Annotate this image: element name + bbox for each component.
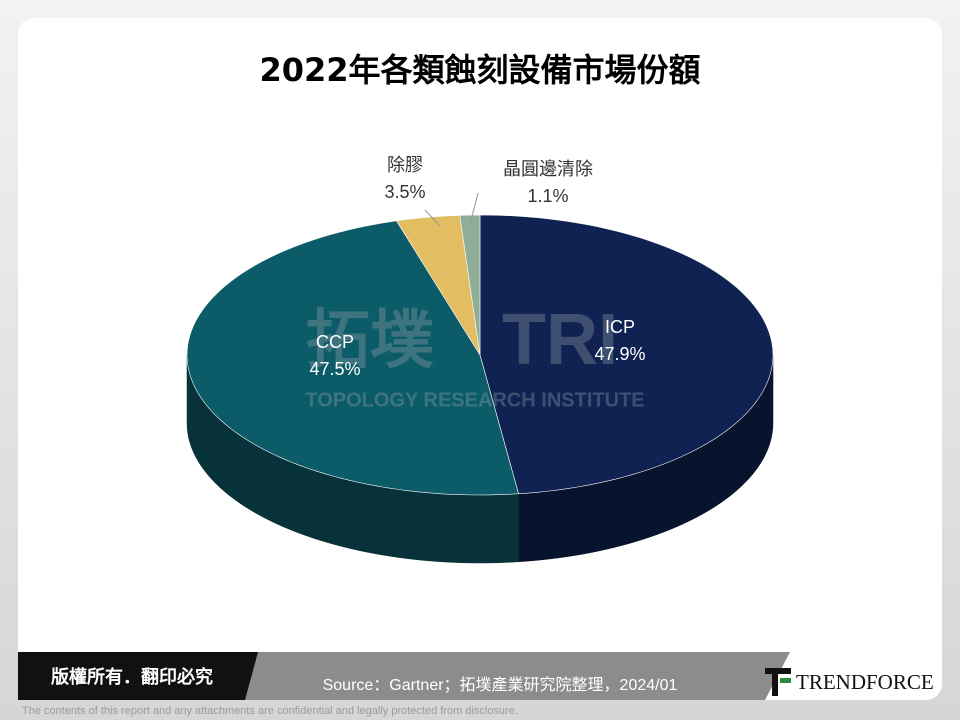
labels: ICP 47.9% CCP 47.5% 除膠 3.5% 晶圓邊清除 1.1% xyxy=(309,155,645,379)
slice xyxy=(186,220,519,496)
source: Source：Gartner；拓墣產業研究院整理，2024/01 xyxy=(323,676,678,694)
category-label: 除膠 xyxy=(387,155,423,175)
leader-line xyxy=(469,192,479,225)
logo-bar xyxy=(780,678,791,683)
value-label: 1.1% xyxy=(527,186,568,206)
watermark-name: TOPOLOGY RESEARCH INSTITUTE xyxy=(305,389,644,411)
brand: TRENDFORCE xyxy=(796,670,934,694)
watermark: 拓墣 TRI TOPOLOGY RESEARCH INSTITUTE xyxy=(305,300,644,411)
footer-band xyxy=(245,652,790,700)
logo-bar xyxy=(772,674,778,696)
slice xyxy=(459,214,481,356)
leader-line xyxy=(424,209,441,227)
category-label: ICP xyxy=(605,317,635,337)
category-label: CCP xyxy=(316,332,354,352)
chart-title: 2022年各類蝕刻設備市場份額 xyxy=(259,51,700,89)
footer-copyright-box xyxy=(18,652,258,700)
watermark-mark: TRI xyxy=(502,300,618,380)
value-label: 3.5% xyxy=(384,182,425,202)
brand-logo: TRENDFORCE xyxy=(765,668,934,696)
slice xyxy=(395,215,481,356)
slice xyxy=(479,214,774,495)
pie xyxy=(186,214,774,564)
watermark-logo: 拓墣 xyxy=(306,304,434,376)
value-label: 47.9% xyxy=(594,344,645,364)
logo-bar xyxy=(765,668,791,674)
disclaimer: The contents of this report and any atta… xyxy=(22,705,518,717)
copyright: 版權所有．翻印必究 xyxy=(51,666,213,688)
category-label: 晶圓邊清除 xyxy=(503,159,593,179)
value-label: 47.5% xyxy=(309,359,360,379)
